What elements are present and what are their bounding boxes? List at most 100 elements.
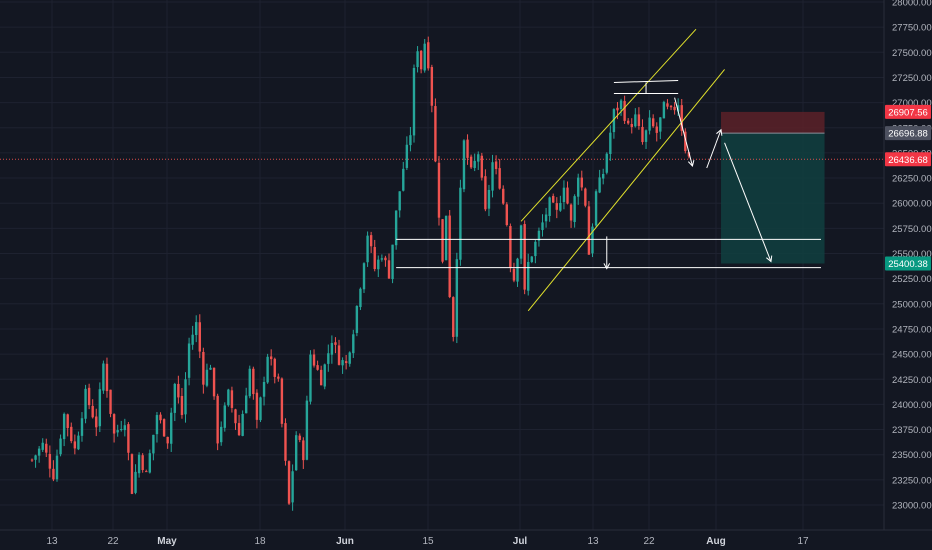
candle-body	[469, 156, 473, 168]
candle-body	[366, 235, 369, 263]
candle-body	[137, 454, 141, 474]
candle-body	[34, 455, 37, 460]
candle-body	[252, 368, 255, 395]
candle-body	[344, 361, 348, 364]
candle-body	[452, 297, 455, 337]
projection-arrow-3-head	[766, 255, 773, 263]
price-badge	[885, 152, 931, 167]
candle-body	[73, 441, 77, 449]
time-axis[interactable]: 13 22 May 18 Jun 15 Jul 13 22 Aug 17	[46, 536, 809, 547]
candle-body	[662, 101, 666, 119]
price-badge	[885, 256, 931, 271]
candle-body	[669, 105, 673, 108]
candle-body	[448, 215, 451, 298]
price-tick-label: 23500.00	[892, 450, 932, 461]
candle-body	[544, 214, 548, 222]
candle-body	[152, 434, 155, 454]
projection-arrow-2	[706, 129, 722, 169]
candle-body	[91, 405, 94, 418]
price-tick-label: 24250.00	[892, 375, 932, 386]
candle-body	[505, 204, 509, 226]
price-tick-label: 27500.00	[892, 48, 932, 59]
price-tick-label: 27000.00	[892, 98, 932, 109]
projection-arrow-3	[724, 142, 772, 262]
candle-body	[237, 423, 241, 436]
candle-body	[634, 114, 637, 127]
double-top-mark	[613, 79, 679, 83]
candle-body	[534, 241, 537, 257]
candle-body	[480, 155, 484, 178]
candlestick-series	[30, 36, 691, 511]
candle-body	[45, 443, 48, 453]
price-tick-label: 27750.00	[892, 23, 932, 34]
candle-body	[330, 343, 334, 355]
candle-body	[648, 117, 651, 131]
time-tick-label: 22	[643, 536, 655, 547]
candle-body	[673, 106, 676, 111]
candle-body	[459, 187, 462, 260]
candle-body	[659, 117, 662, 132]
candle-body	[630, 123, 633, 128]
price-tick-label: 24000.00	[892, 400, 932, 411]
price-badge-text: 26436.68	[888, 155, 928, 166]
candle-body	[509, 226, 512, 268]
candle-body	[123, 425, 127, 431]
candle-body	[220, 426, 223, 443]
candle-body	[327, 353, 330, 364]
price-axis[interactable]: 28000.00 27750.00 27500.00 27250.00 27000.00…	[892, 0, 932, 512]
candle-body	[259, 397, 262, 421]
candle-body	[170, 412, 173, 444]
price-tick-label: 25000.00	[892, 299, 932, 310]
candle-body	[155, 415, 159, 435]
candle-body	[341, 360, 344, 366]
candle-body	[623, 100, 626, 121]
candle-body	[527, 261, 530, 291]
candle-body	[209, 367, 212, 370]
candle-body	[616, 107, 619, 111]
candle-body	[594, 191, 598, 226]
candle-body	[145, 471, 148, 473]
candle-body	[626, 120, 630, 124]
candle-body	[177, 383, 180, 398]
candle-body	[95, 416, 98, 428]
candle-body	[109, 389, 112, 414]
candle-body	[609, 132, 612, 155]
candle-body	[173, 383, 176, 413]
time-tick-label: 15	[422, 536, 434, 547]
candle-body	[55, 455, 59, 480]
candle-body	[487, 189, 491, 209]
price-tick-label: 28000.00	[892, 0, 932, 9]
candle-body	[419, 50, 423, 70]
candle-body	[298, 435, 301, 440]
candle-body	[373, 247, 376, 270]
take-profit-zone	[721, 133, 825, 264]
candle-body	[48, 453, 52, 469]
candle-body	[309, 354, 312, 402]
candle-body	[52, 468, 55, 480]
candle-body	[498, 168, 501, 189]
candle-body	[255, 392, 259, 420]
candle-body	[523, 224, 526, 290]
price-badge	[885, 126, 931, 141]
candle-body	[66, 414, 69, 428]
price-tick-label: 24500.00	[892, 350, 932, 361]
candle-body	[245, 395, 248, 414]
time-tick-label: 22	[107, 536, 119, 547]
candle-body	[577, 177, 580, 197]
candle-body	[384, 257, 387, 261]
candle-body	[494, 161, 498, 169]
candle-body	[394, 210, 398, 246]
candle-body	[70, 426, 73, 442]
candle-body	[212, 367, 216, 397]
candle-body	[541, 222, 544, 231]
candle-body	[555, 203, 558, 210]
candle-body	[162, 419, 166, 437]
candle-body	[502, 188, 505, 204]
candle-body	[605, 153, 608, 173]
candle-body	[337, 345, 341, 365]
candle-body	[651, 118, 655, 127]
candle-body	[141, 455, 144, 471]
candle-body	[112, 414, 116, 434]
